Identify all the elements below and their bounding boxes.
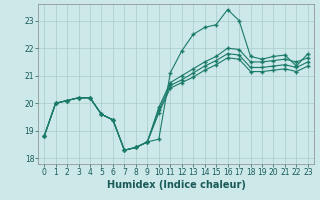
X-axis label: Humidex (Indice chaleur): Humidex (Indice chaleur) — [107, 180, 245, 190]
